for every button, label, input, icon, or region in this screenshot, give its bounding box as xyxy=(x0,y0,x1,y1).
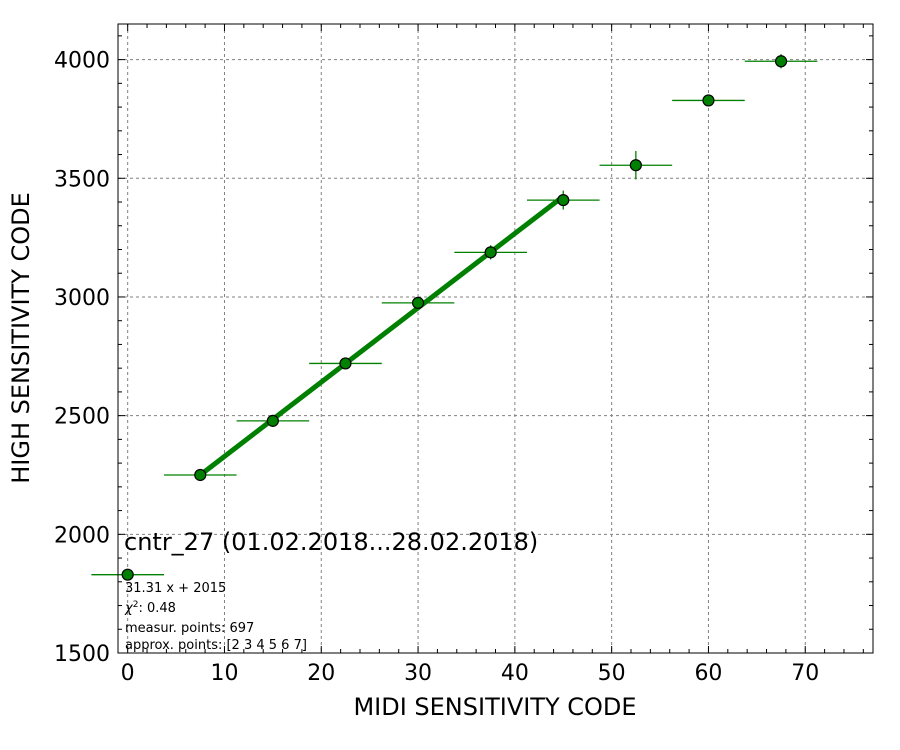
data-point xyxy=(599,150,673,180)
x-tick-label: 0 xyxy=(121,661,135,686)
x-tick-label: 30 xyxy=(404,661,432,686)
chi-square-value: : 0.48 xyxy=(138,601,175,616)
x-tick-label: 20 xyxy=(307,661,335,686)
measurement-points: measur. points: 697 xyxy=(125,621,254,636)
x-tick-label: 10 xyxy=(210,661,238,686)
y-tick-label: 2500 xyxy=(54,405,110,430)
data-point xyxy=(526,190,600,210)
axis-ticks xyxy=(118,24,873,654)
approx-points: approx. points: [2 3 4 5 6 7] xyxy=(125,638,307,653)
x-tick-label: 40 xyxy=(501,661,529,686)
data-point xyxy=(309,357,382,370)
chi-superscript: 2 xyxy=(133,600,139,610)
grid xyxy=(118,24,873,653)
chi-square: χ2: 0.48 xyxy=(124,600,176,616)
x-tick-label: 70 xyxy=(791,661,819,686)
point-marker xyxy=(339,357,352,370)
point-marker xyxy=(411,296,425,309)
chart-title: cntr_27 (01.02.2018...28.02.2018) xyxy=(124,528,538,556)
x-axis-label: MIDI SENSITIVITY CODE xyxy=(353,693,636,721)
plot-frame xyxy=(117,23,874,654)
point-marker xyxy=(629,159,642,172)
x-tick-label: 60 xyxy=(694,661,722,686)
y-tick-label: 1500 xyxy=(54,642,110,667)
data-point xyxy=(744,54,818,69)
point-marker xyxy=(774,55,788,68)
data-point xyxy=(672,94,745,107)
point-marker xyxy=(121,568,134,581)
data-point xyxy=(163,468,237,482)
chi-symbol: χ xyxy=(124,601,134,616)
point-marker xyxy=(266,414,279,427)
y-tick-label: 3000 xyxy=(54,286,110,311)
fit-line-group xyxy=(198,194,565,478)
data-point xyxy=(454,245,527,260)
fit-equation: 31.31 x + 2015 xyxy=(125,581,226,596)
data-point xyxy=(236,414,310,427)
point-marker xyxy=(702,94,715,107)
y-tick-label: 4000 xyxy=(54,49,110,74)
y-tick-label: 3500 xyxy=(54,167,110,192)
point-marker xyxy=(557,194,570,207)
point-marker xyxy=(484,246,497,259)
fit-line xyxy=(198,194,565,478)
tick-labels: 0 10 20 30 40 50 60 70 1500 2000 2500 3000 3500 4000 xyxy=(54,49,819,686)
data-points xyxy=(91,54,818,581)
data-point xyxy=(381,296,455,309)
data-point xyxy=(91,568,164,581)
y-tick-label: 2000 xyxy=(54,523,110,548)
point-marker xyxy=(194,468,207,482)
y-axis-label: HIGH SENSITIVITY CODE xyxy=(7,192,35,484)
x-tick-label: 50 xyxy=(598,661,626,686)
